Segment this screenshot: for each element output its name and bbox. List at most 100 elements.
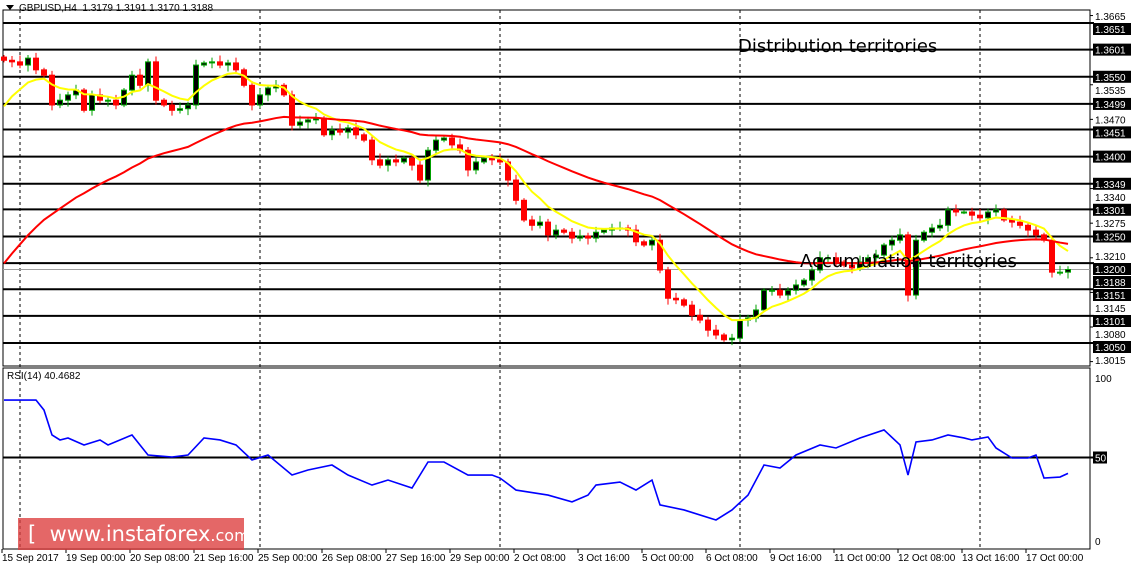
bear-candle <box>489 157 495 161</box>
rsi-label: RSI(14) 40.4682 <box>7 371 81 382</box>
bear-candle <box>697 314 703 321</box>
level-label: 1.3349 <box>1095 180 1126 191</box>
bull-candle <box>737 319 743 339</box>
level-label-box <box>1093 263 1131 275</box>
time-axis-label: 9 Oct 16:00 <box>770 553 822 564</box>
time-axis-label: 27 Sep 16:00 <box>386 553 446 564</box>
time-axis-label: 2 Oct 08:00 <box>514 553 566 564</box>
bull-candle <box>793 284 799 291</box>
bear-candle <box>585 235 591 239</box>
bear-candle <box>561 229 567 233</box>
bear-candle <box>465 149 471 171</box>
bear-candle <box>953 209 959 213</box>
price-axis-label: 1.3535 <box>1095 86 1126 97</box>
bear-candle <box>497 159 503 163</box>
bear-candle <box>905 234 911 296</box>
bear-candle <box>1001 209 1007 221</box>
bear-candle <box>569 231 575 239</box>
triangle-down-icon[interactable] <box>6 5 14 10</box>
level-label-box <box>1093 70 1131 83</box>
price-axis-label: 1.3340 <box>1095 193 1126 204</box>
price-axis-label: 1.3470 <box>1095 115 1126 126</box>
bull-candle <box>945 209 951 226</box>
bull-candle <box>553 229 559 236</box>
bear-candle <box>161 99 167 106</box>
bear-candle <box>81 89 87 111</box>
time-axis-label: 6 Oct 08:00 <box>706 553 758 564</box>
bear-candle <box>689 304 695 316</box>
bull-candle <box>297 121 303 126</box>
bull-candle <box>593 231 599 239</box>
bear-candle <box>393 159 399 163</box>
bear-candle <box>1049 239 1055 273</box>
bear-candle <box>417 164 423 181</box>
bear-candle <box>449 137 455 146</box>
level-label: 1.3451 <box>1095 128 1126 139</box>
bull-candle <box>809 269 815 281</box>
bull-candle <box>193 64 199 106</box>
bull-candle <box>145 61 151 86</box>
level-label: 1.3050 <box>1095 343 1126 354</box>
bull-candle <box>937 224 943 229</box>
price-axis-label: 1.3665 <box>1095 12 1126 23</box>
bull-candle <box>329 129 335 136</box>
distribution-label: Distribution territories <box>738 36 938 57</box>
bear-candle <box>9 59 15 63</box>
price-axis-label: 1.3145 <box>1095 304 1126 315</box>
bull-candle <box>913 239 919 296</box>
instaforex-watermark[interactable]: [ www.instaforex.com ] <box>18 518 265 550</box>
bull-candle <box>577 235 583 239</box>
time-axis-label: 29 Sep 00:00 <box>450 553 510 564</box>
rsi-level-box <box>1093 451 1107 464</box>
bear-candle <box>409 157 415 166</box>
bull-candle <box>105 99 111 102</box>
level-label: 1.3651 <box>1095 25 1126 36</box>
bull-candle <box>601 229 607 233</box>
bull-candle <box>769 289 775 292</box>
bear-candle <box>289 94 295 126</box>
time-axis-label: 11 Oct 00:00 <box>834 553 891 564</box>
bull-candle <box>761 289 767 311</box>
bear-candle <box>41 69 47 76</box>
bull-candle <box>25 57 31 66</box>
bear-candle <box>49 74 55 106</box>
bull-candle <box>57 99 63 106</box>
rsi-axis-label: 100 <box>1095 374 1112 385</box>
bear-candle <box>369 139 375 161</box>
bear-candle <box>681 299 687 306</box>
bear-candle <box>377 159 383 166</box>
bear-candle <box>1017 221 1023 226</box>
bull-candle <box>897 234 903 241</box>
bear-candle <box>249 84 255 106</box>
bull-candle <box>649 239 655 246</box>
bull-candle <box>425 149 431 181</box>
level-label: 1.3550 <box>1095 73 1126 84</box>
bull-candle <box>441 137 447 141</box>
bear-candle <box>17 61 23 66</box>
bull-candle <box>1065 269 1071 273</box>
time-axis-label: 3 Oct 16:00 <box>578 553 630 564</box>
bull-candle <box>993 209 999 213</box>
bull-candle <box>881 244 887 256</box>
bear-candle <box>673 297 679 301</box>
main-pane-frame <box>2 9 1091 367</box>
bear-candle <box>529 219 535 226</box>
level-label-box <box>1093 97 1131 110</box>
bear-candle <box>169 104 175 111</box>
bear-candle <box>641 241 647 246</box>
bear-candle <box>633 229 639 243</box>
bull-candle <box>201 62 207 66</box>
level-label: 1.3101 <box>1095 317 1126 328</box>
bull-candle <box>929 227 935 233</box>
bear-candle <box>545 221 551 236</box>
level-label-box <box>1093 23 1131 35</box>
slow-moving-average <box>3 115 1069 265</box>
level-label-box <box>1093 230 1131 243</box>
bull-candle <box>473 161 479 171</box>
level-label-box <box>1093 177 1131 190</box>
time-axis-label: 5 Oct 00:00 <box>642 553 694 564</box>
current-price-label-box <box>1093 276 1131 288</box>
time-axis-label: 25 Sep 00:00 <box>258 553 318 564</box>
time-axis-label: 13 Oct 16:00 <box>962 553 1020 564</box>
